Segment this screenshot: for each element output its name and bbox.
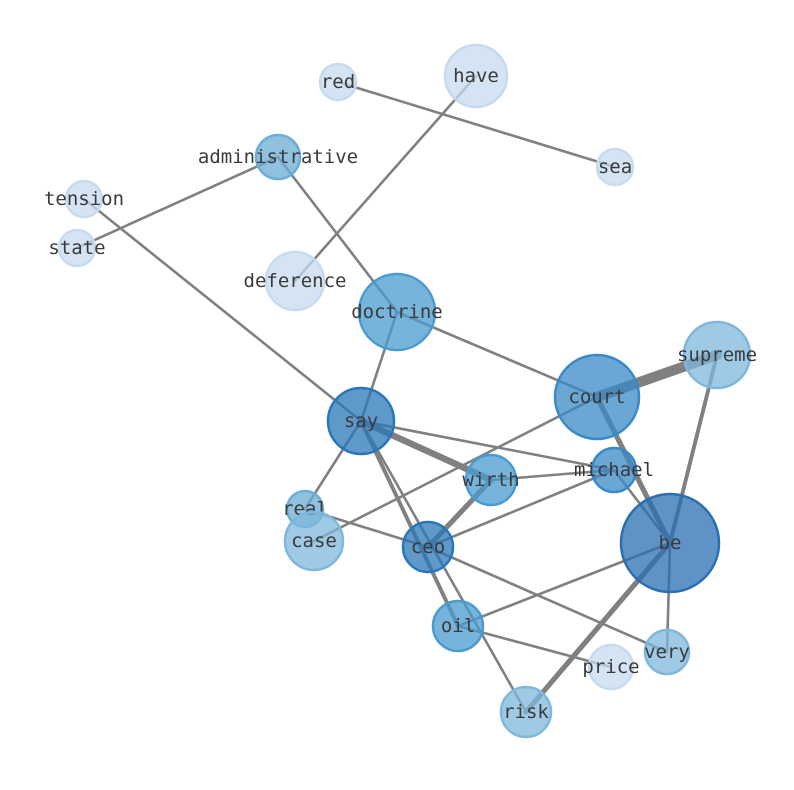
node-price[interactable]: price	[582, 643, 640, 691]
node-label: have	[453, 65, 499, 87]
node-ceo[interactable]: ceo	[401, 520, 455, 574]
node-state[interactable]: state	[48, 228, 106, 268]
node-administrative[interactable]: administrative	[198, 133, 358, 181]
node-deference[interactable]: deference	[244, 250, 347, 312]
node-very[interactable]: very	[643, 628, 691, 676]
nodes-layer: red have sea administrative tension state defe…	[44, 43, 757, 739]
edge-ceo-very	[426, 545, 669, 654]
edge-red-sea	[336, 80, 617, 169]
node-label: wirth	[462, 469, 519, 491]
edge-court-case	[312, 395, 599, 543]
node-label: say	[344, 410, 378, 432]
node-case[interactable]: case	[283, 510, 345, 572]
node-circle[interactable]	[57, 228, 97, 268]
edge-say-michael	[359, 419, 616, 472]
node-say[interactable]: say	[326, 386, 396, 456]
node-label: michael	[574, 459, 654, 481]
node-wirth[interactable]: wirth	[462, 453, 520, 507]
node-court[interactable]: court	[553, 353, 641, 441]
node-label: supreme	[677, 344, 757, 366]
node-be[interactable]: be	[619, 492, 721, 594]
node-circle[interactable]	[401, 520, 455, 574]
node-circle[interactable]	[553, 353, 641, 441]
node-circle[interactable]	[264, 250, 326, 312]
node-circle[interactable]	[595, 147, 635, 187]
node-label: ceo	[411, 536, 445, 558]
node-tension[interactable]: tension	[44, 179, 124, 219]
node-label: administrative	[198, 146, 358, 168]
node-circle[interactable]	[587, 643, 635, 691]
node-label: deference	[244, 270, 347, 292]
node-label: oil	[441, 615, 475, 637]
node-circle[interactable]	[643, 628, 691, 676]
node-circle[interactable]	[326, 386, 396, 456]
node-circle[interactable]	[283, 510, 345, 572]
edge-michael-ceo	[426, 468, 616, 549]
node-oil[interactable]: oil	[431, 599, 485, 653]
node-have[interactable]: have	[443, 43, 509, 109]
node-label: risk	[503, 701, 549, 723]
edge-oil-price	[456, 624, 613, 669]
node-label: red	[321, 71, 355, 93]
edge-have-deference	[293, 74, 478, 283]
node-circle[interactable]	[590, 446, 638, 494]
node-label: sea	[598, 156, 632, 178]
node-label: price	[582, 656, 639, 678]
node-sea[interactable]: sea	[595, 147, 635, 187]
node-circle[interactable]	[357, 272, 437, 352]
node-label: state	[48, 237, 105, 259]
edge-administrative-state	[75, 155, 280, 250]
node-label: case	[291, 530, 337, 552]
node-circle[interactable]	[499, 685, 553, 739]
node-circle[interactable]	[254, 133, 302, 181]
node-label: tension	[44, 188, 124, 210]
node-circle[interactable]	[64, 179, 104, 219]
node-supreme[interactable]: supreme	[677, 320, 757, 390]
node-michael[interactable]: michael	[574, 446, 654, 494]
node-circle[interactable]	[682, 320, 752, 390]
node-circle[interactable]	[431, 599, 485, 653]
node-risk[interactable]: risk	[499, 685, 553, 739]
node-red[interactable]: red	[318, 62, 358, 102]
node-label: doctrine	[351, 301, 443, 323]
node-label: court	[568, 386, 625, 408]
node-doctrine[interactable]: doctrine	[351, 272, 443, 352]
node-circle[interactable]	[464, 453, 518, 507]
node-circle[interactable]	[443, 43, 509, 109]
node-circle[interactable]	[318, 62, 358, 102]
node-circle[interactable]	[619, 492, 721, 594]
edge-say-oil	[359, 419, 460, 628]
edge-tension-say	[82, 197, 363, 423]
node-label: be	[659, 532, 682, 554]
node-label: very	[644, 641, 690, 663]
